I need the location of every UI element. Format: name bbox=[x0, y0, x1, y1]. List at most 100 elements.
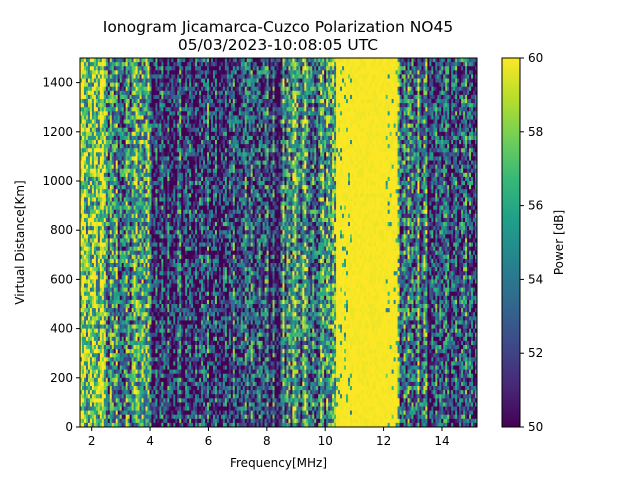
heatmap-cell bbox=[127, 361, 131, 366]
heatmap-cell bbox=[109, 94, 113, 100]
heatmap-cell bbox=[89, 418, 93, 424]
heatmap-cell bbox=[93, 287, 97, 293]
heatmap-cell bbox=[89, 99, 93, 104]
heatmap-cell bbox=[137, 111, 140, 116]
heatmap-cell bbox=[133, 127, 136, 133]
heatmap-cell bbox=[89, 140, 93, 145]
heatmap-cell bbox=[127, 332, 131, 338]
heatmap-cell bbox=[135, 189, 138, 194]
heatmap-cell bbox=[111, 82, 115, 88]
heatmap-cell bbox=[95, 160, 99, 165]
heatmap-cell bbox=[99, 422, 103, 428]
heatmap-cell bbox=[103, 156, 107, 161]
heatmap-cell bbox=[121, 185, 125, 190]
heatmap-cell bbox=[87, 283, 91, 288]
heatmap-cell bbox=[91, 304, 95, 309]
heatmap-cell bbox=[119, 299, 123, 305]
heatmap-cell bbox=[95, 230, 99, 235]
heatmap-cell bbox=[85, 361, 89, 366]
heatmap-cell bbox=[87, 328, 91, 334]
heatmap-cell bbox=[87, 238, 91, 243]
heatmap-cell bbox=[97, 328, 101, 334]
heatmap-cell bbox=[137, 381, 140, 387]
heatmap-cell bbox=[105, 62, 109, 67]
heatmap-cell bbox=[97, 246, 101, 252]
heatmap-cell bbox=[111, 90, 115, 96]
heatmap-cell bbox=[107, 140, 111, 145]
heatmap-cell bbox=[109, 254, 113, 260]
heatmap-cell bbox=[99, 328, 103, 334]
heatmap-cell bbox=[101, 275, 105, 280]
heatmap-cell bbox=[117, 361, 121, 366]
heatmap-cell bbox=[97, 107, 101, 112]
heatmap-cell bbox=[101, 140, 105, 145]
heatmap-cell bbox=[95, 131, 99, 137]
heatmap-cell bbox=[127, 340, 131, 346]
heatmap-cell bbox=[103, 164, 107, 170]
heatmap-cell bbox=[119, 90, 123, 96]
heatmap-cell bbox=[105, 369, 109, 375]
heatmap-cell bbox=[105, 410, 109, 416]
heatmap-cell bbox=[91, 226, 95, 231]
heatmap-cell bbox=[107, 111, 111, 116]
heatmap-cell bbox=[105, 164, 109, 170]
heatmap-cell bbox=[137, 66, 140, 71]
heatmap-cell bbox=[113, 234, 117, 239]
heatmap-cell bbox=[103, 283, 107, 288]
heatmap-cell bbox=[99, 176, 103, 182]
heatmap-cell bbox=[127, 381, 131, 387]
heatmap-cell bbox=[107, 365, 111, 370]
heatmap-cell bbox=[109, 209, 113, 215]
heatmap-cell bbox=[109, 410, 113, 416]
heatmap-cell bbox=[85, 226, 89, 231]
heatmap-cell bbox=[83, 107, 87, 112]
heatmap-cell bbox=[87, 254, 91, 260]
heatmap-cell bbox=[85, 197, 89, 202]
heatmap-cell bbox=[83, 140, 87, 145]
heatmap-cell bbox=[87, 226, 91, 231]
heatmap-cell bbox=[117, 394, 121, 399]
heatmap-cell bbox=[105, 197, 109, 202]
heatmap-cell bbox=[93, 283, 97, 288]
heatmap-cell bbox=[137, 164, 140, 170]
heatmap-cell bbox=[125, 340, 129, 346]
heatmap-cell bbox=[97, 283, 101, 288]
heatmap-cell bbox=[135, 90, 138, 96]
heatmap-cell bbox=[125, 332, 129, 338]
heatmap-cell bbox=[107, 242, 111, 247]
heatmap-cell bbox=[91, 140, 95, 145]
heatmap-cell bbox=[111, 189, 115, 194]
heatmap-cell bbox=[103, 58, 107, 63]
heatmap-cell bbox=[89, 78, 93, 83]
heatmap-cell bbox=[97, 144, 101, 149]
heatmap-cell bbox=[81, 74, 85, 79]
heatmap-cell bbox=[123, 291, 127, 297]
heatmap-cell bbox=[139, 283, 142, 288]
heatmap-cell bbox=[119, 275, 123, 280]
heatmap-cell bbox=[87, 336, 91, 342]
heatmap-cell bbox=[127, 254, 131, 260]
heatmap-cell bbox=[133, 398, 136, 403]
heatmap-cell bbox=[131, 390, 134, 395]
heatmap-cell bbox=[87, 291, 91, 297]
heatmap-cell bbox=[107, 381, 111, 387]
heatmap-cell bbox=[125, 189, 129, 194]
heatmap-cell bbox=[107, 172, 111, 178]
heatmap-cell bbox=[119, 181, 123, 186]
heatmap-cell bbox=[113, 340, 117, 346]
heatmap-cell bbox=[99, 152, 103, 157]
heatmap-cell bbox=[135, 410, 138, 416]
heatmap-cell bbox=[131, 381, 134, 387]
heatmap-cell bbox=[80, 271, 83, 276]
heatmap-cell bbox=[95, 152, 99, 157]
heatmap-cell bbox=[135, 361, 138, 366]
heatmap-cell bbox=[105, 217, 109, 223]
heatmap-cell bbox=[129, 254, 133, 260]
heatmap-cell bbox=[103, 406, 107, 411]
heatmap-cell bbox=[105, 422, 109, 428]
heatmap-cell bbox=[129, 209, 133, 215]
heatmap-cell bbox=[87, 377, 91, 383]
heatmap-cell bbox=[99, 386, 103, 391]
heatmap-cell bbox=[113, 287, 117, 293]
